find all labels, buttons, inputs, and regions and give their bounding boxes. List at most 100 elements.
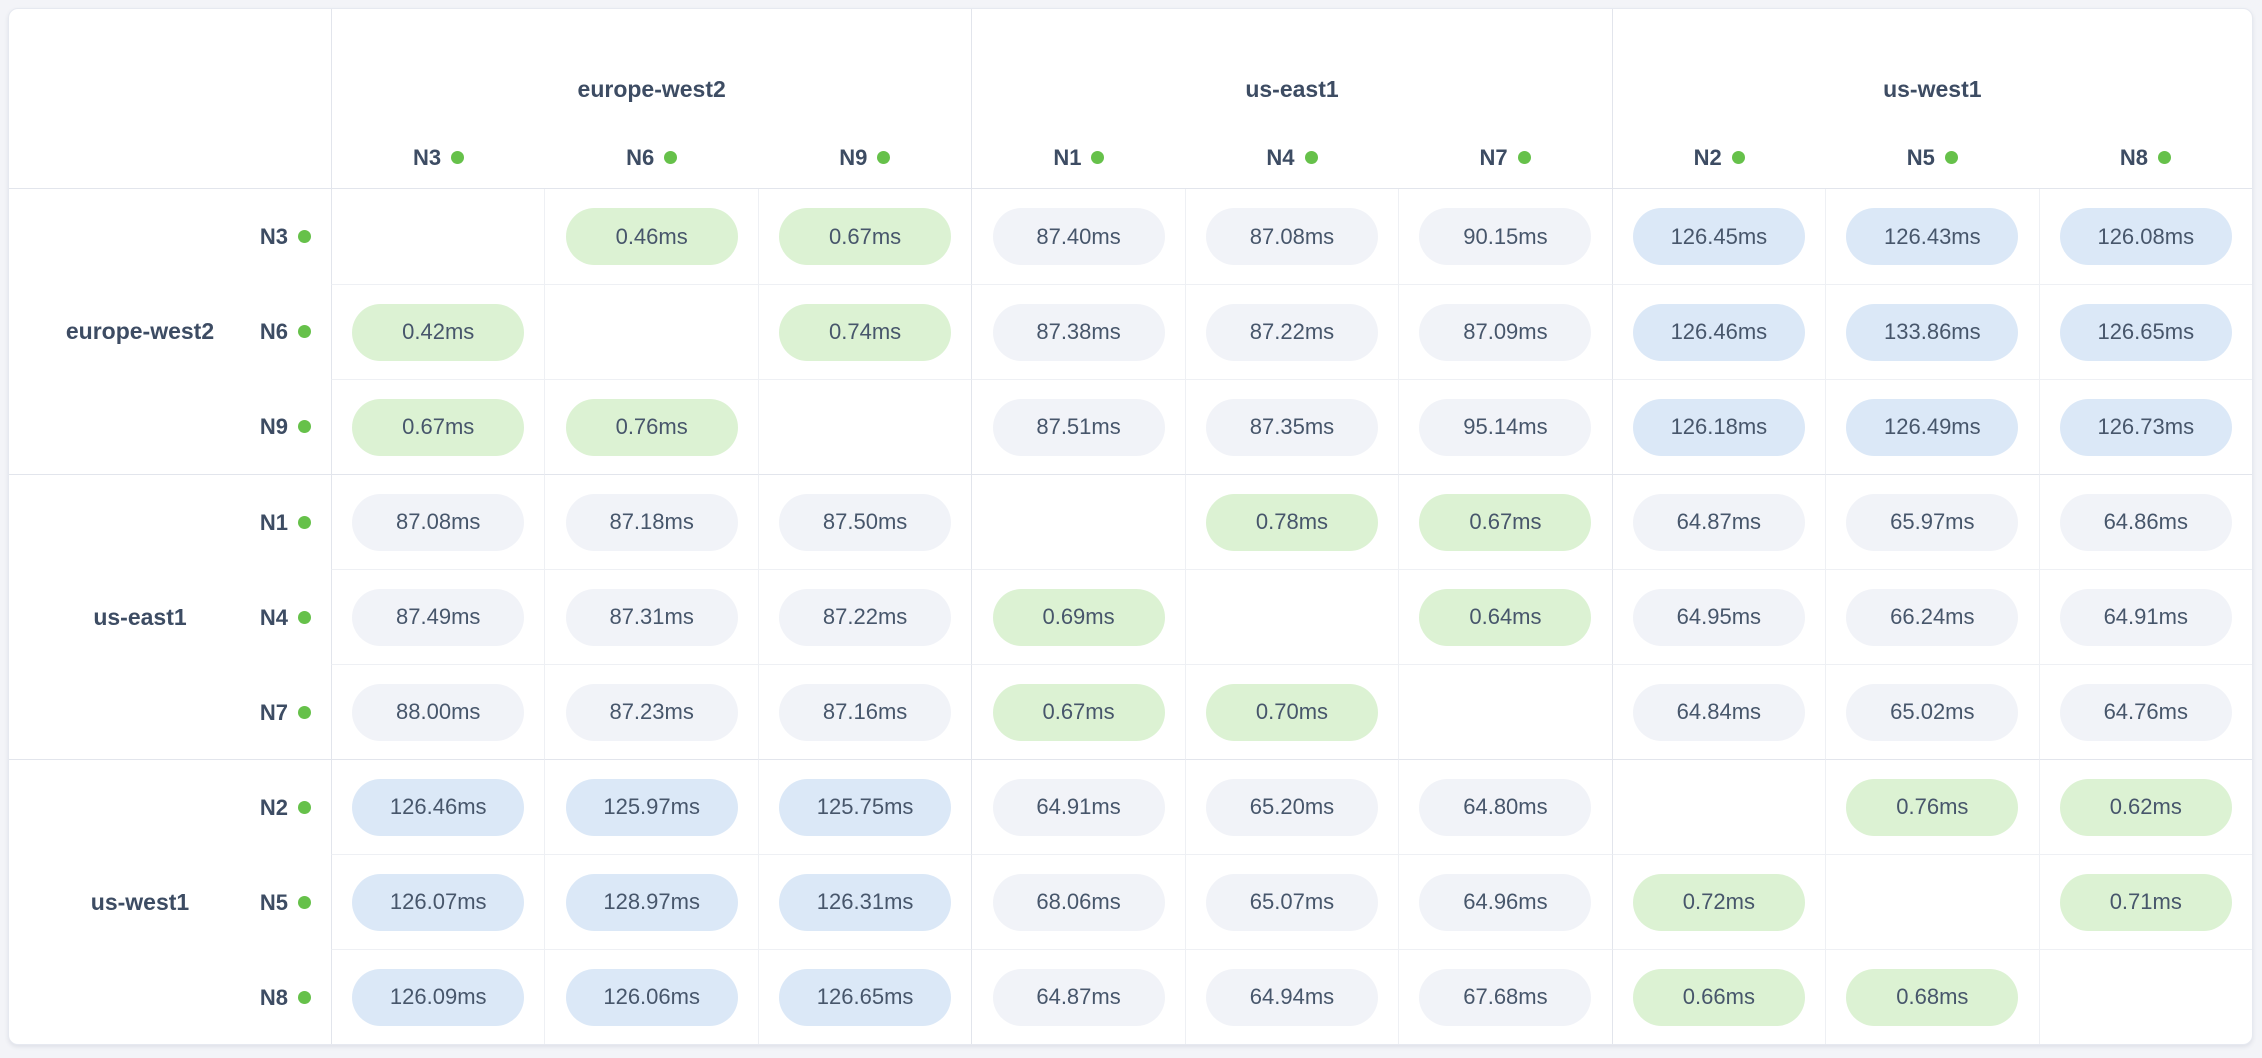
latency-pill[interactable]: 0.72ms: [1632, 873, 1805, 931]
latency-pill[interactable]: 0.67ms: [992, 683, 1165, 741]
latency-pill[interactable]: 126.46ms: [1632, 303, 1805, 361]
latency-pill[interactable]: 0.46ms: [565, 208, 738, 265]
latency-pill[interactable]: 126.73ms: [2059, 398, 2232, 456]
latency-pill[interactable]: 126.08ms: [2059, 208, 2232, 265]
latency-pill[interactable]: 126.45ms: [1632, 208, 1805, 265]
latency-pill[interactable]: 65.20ms: [1205, 778, 1378, 836]
latency-pill[interactable]: 64.91ms: [2059, 588, 2232, 646]
latency-pill[interactable]: 67.68ms: [1419, 968, 1592, 1026]
latency-pill[interactable]: 0.67ms: [779, 208, 952, 265]
latency-pill[interactable]: 87.22ms: [1205, 303, 1378, 361]
column-node-header-label: N9: [839, 144, 868, 170]
latency-pill[interactable]: 64.87ms: [1632, 493, 1805, 551]
latency-pill[interactable]: 0.42ms: [352, 303, 525, 361]
latency-pill[interactable]: 87.38ms: [992, 303, 1165, 361]
latency-pill[interactable]: 64.80ms: [1419, 778, 1592, 836]
latency-cell-N1-N2: 64.87ms: [1611, 474, 1826, 569]
latency-pill[interactable]: 133.86ms: [1846, 303, 2019, 361]
latency-pill[interactable]: 0.74ms: [779, 303, 952, 361]
latency-cell-N8-N7: 67.68ms: [1398, 949, 1612, 1044]
latency-pill[interactable]: 126.09ms: [352, 968, 525, 1026]
latency-pill[interactable]: 0.78ms: [1205, 493, 1378, 551]
latency-pill[interactable]: 0.69ms: [992, 588, 1165, 646]
latency-pill[interactable]: 87.50ms: [779, 493, 952, 551]
latency-pill[interactable]: 125.97ms: [565, 778, 738, 836]
latency-pill[interactable]: 66.24ms: [1846, 588, 2019, 646]
latency-pill[interactable]: 88.00ms: [352, 683, 525, 741]
latency-pill[interactable]: 87.40ms: [992, 208, 1165, 265]
latency-matrix-card: europe-west2 N3 N6 N9 us-east1 N1 N4 N7 us-west1…: [8, 8, 2253, 1045]
latency-pill[interactable]: 126.06ms: [565, 968, 738, 1026]
latency-pill[interactable]: 65.07ms: [1205, 873, 1378, 931]
node-status-icon: [664, 151, 678, 164]
latency-cell-N9-N3: 0.67ms: [331, 379, 545, 474]
latency-pill[interactable]: 126.65ms: [2059, 303, 2232, 361]
latency-pill[interactable]: 87.22ms: [779, 588, 952, 646]
latency-pill[interactable]: 68.06ms: [992, 873, 1165, 931]
column-node-header-N9: N9: [758, 127, 971, 188]
latency-pill[interactable]: 64.95ms: [1632, 588, 1805, 646]
latency-pill[interactable]: 95.14ms: [1419, 398, 1592, 456]
latency-pill[interactable]: 126.46ms: [352, 778, 525, 836]
column-node-header-label: N6: [626, 144, 655, 170]
latency-pill[interactable]: 126.07ms: [352, 873, 525, 931]
latency-pill[interactable]: 64.87ms: [992, 968, 1165, 1026]
latency-cell-N6-N7: 87.09ms: [1398, 284, 1612, 379]
latency-pill[interactable]: 87.08ms: [1205, 208, 1378, 265]
latency-pill[interactable]: 65.02ms: [1846, 683, 2019, 741]
latency-pill[interactable]: 0.66ms: [1632, 968, 1805, 1026]
latency-cell-N8-N9: 126.65ms: [757, 949, 972, 1044]
latency-pill[interactable]: 126.49ms: [1846, 398, 2019, 456]
latency-pill[interactable]: 64.86ms: [2059, 493, 2232, 551]
latency-pill[interactable]: 87.09ms: [1419, 303, 1592, 361]
latency-cell-N8-N4: 64.94ms: [1184, 949, 1399, 1044]
latency-cell-N8-N5: 0.68ms: [1825, 949, 2039, 1044]
node-status-icon: [298, 896, 311, 909]
latency-pill[interactable]: 90.15ms: [1419, 208, 1592, 265]
latency-pill[interactable]: 126.65ms: [779, 968, 952, 1026]
latency-pill[interactable]: 0.76ms: [565, 398, 738, 456]
latency-cell-N8-N6: 126.06ms: [544, 949, 758, 1044]
latency-pill[interactable]: 64.96ms: [1419, 873, 1592, 931]
latency-pill[interactable]: 0.67ms: [352, 398, 525, 456]
latency-pill[interactable]: 87.16ms: [779, 683, 952, 741]
latency-pill[interactable]: 126.18ms: [1632, 398, 1805, 456]
latency-pill[interactable]: 125.75ms: [779, 778, 952, 836]
latency-cell-N8-N2: 0.66ms: [1611, 949, 1826, 1044]
row-node-label-N7: N7: [9, 665, 331, 760]
latency-cell-N9-N6: 0.76ms: [544, 379, 758, 474]
column-region-title-wrap: us-west1: [1613, 9, 2252, 127]
latency-pill[interactable]: 64.94ms: [1205, 968, 1378, 1026]
latency-pill[interactable]: 0.68ms: [1846, 968, 2019, 1026]
latency-pill[interactable]: 0.64ms: [1419, 588, 1592, 646]
latency-pill[interactable]: 0.71ms: [2059, 873, 2232, 931]
latency-pill[interactable]: 87.51ms: [992, 398, 1165, 456]
latency-pill[interactable]: 126.43ms: [1846, 208, 2019, 265]
latency-pill[interactable]: 64.84ms: [1632, 683, 1805, 741]
latency-pill[interactable]: 128.97ms: [565, 873, 738, 931]
latency-pill[interactable]: 87.23ms: [565, 683, 738, 741]
latency-pill[interactable]: 87.35ms: [1205, 398, 1378, 456]
latency-pill[interactable]: 87.31ms: [565, 588, 738, 646]
row-node-label-text: N7: [259, 699, 288, 725]
latency-pill[interactable]: 0.62ms: [2059, 778, 2232, 836]
latency-pill[interactable]: 64.76ms: [2059, 683, 2232, 741]
latency-pill[interactable]: 126.31ms: [779, 873, 952, 931]
latency-cell-N3-N5: 126.43ms: [1825, 189, 2038, 284]
latency-pill[interactable]: 0.76ms: [1846, 778, 2019, 836]
latency-pill[interactable]: 87.08ms: [352, 493, 525, 551]
latency-pill[interactable]: 64.91ms: [992, 778, 1165, 836]
node-status-icon: [1944, 151, 1958, 164]
latency-pill[interactable]: 0.70ms: [1205, 683, 1378, 741]
column-node-header-row: N3 N6 N9: [332, 127, 971, 188]
column-region-header-europe-west2: europe-west2 N3 N6 N9: [331, 9, 972, 189]
latency-pill[interactable]: 87.49ms: [352, 588, 525, 646]
row-region-title: us-east1: [93, 603, 187, 630]
latency-cell-N4-N7: 0.64ms: [1398, 569, 1612, 664]
latency-cell-N2-N1: 64.91ms: [971, 759, 1185, 854]
latency-pill[interactable]: 87.18ms: [565, 493, 738, 551]
latency-cell-N1-N7: 0.67ms: [1398, 474, 1612, 569]
latency-cell-self-N5: [1825, 854, 2039, 949]
latency-pill[interactable]: 65.97ms: [1846, 493, 2019, 551]
latency-pill[interactable]: 0.67ms: [1419, 493, 1592, 551]
